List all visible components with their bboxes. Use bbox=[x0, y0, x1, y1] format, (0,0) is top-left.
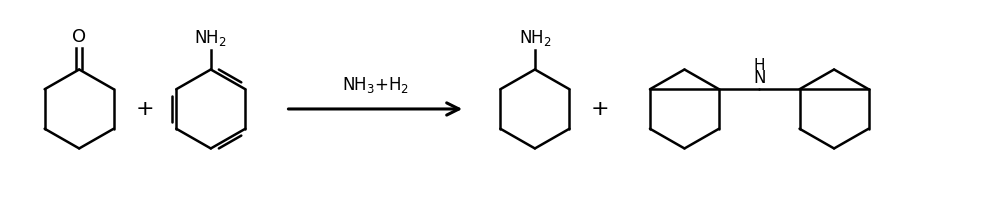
Text: O: O bbox=[72, 28, 86, 46]
Text: H: H bbox=[754, 58, 765, 73]
Text: +: + bbox=[136, 99, 154, 119]
Text: NH$_2$: NH$_2$ bbox=[519, 28, 551, 48]
Text: +: + bbox=[590, 99, 609, 119]
Text: NH$_3$+H$_2$: NH$_3$+H$_2$ bbox=[342, 75, 409, 95]
Text: NH$_2$: NH$_2$ bbox=[194, 28, 227, 48]
Text: N: N bbox=[753, 69, 766, 87]
